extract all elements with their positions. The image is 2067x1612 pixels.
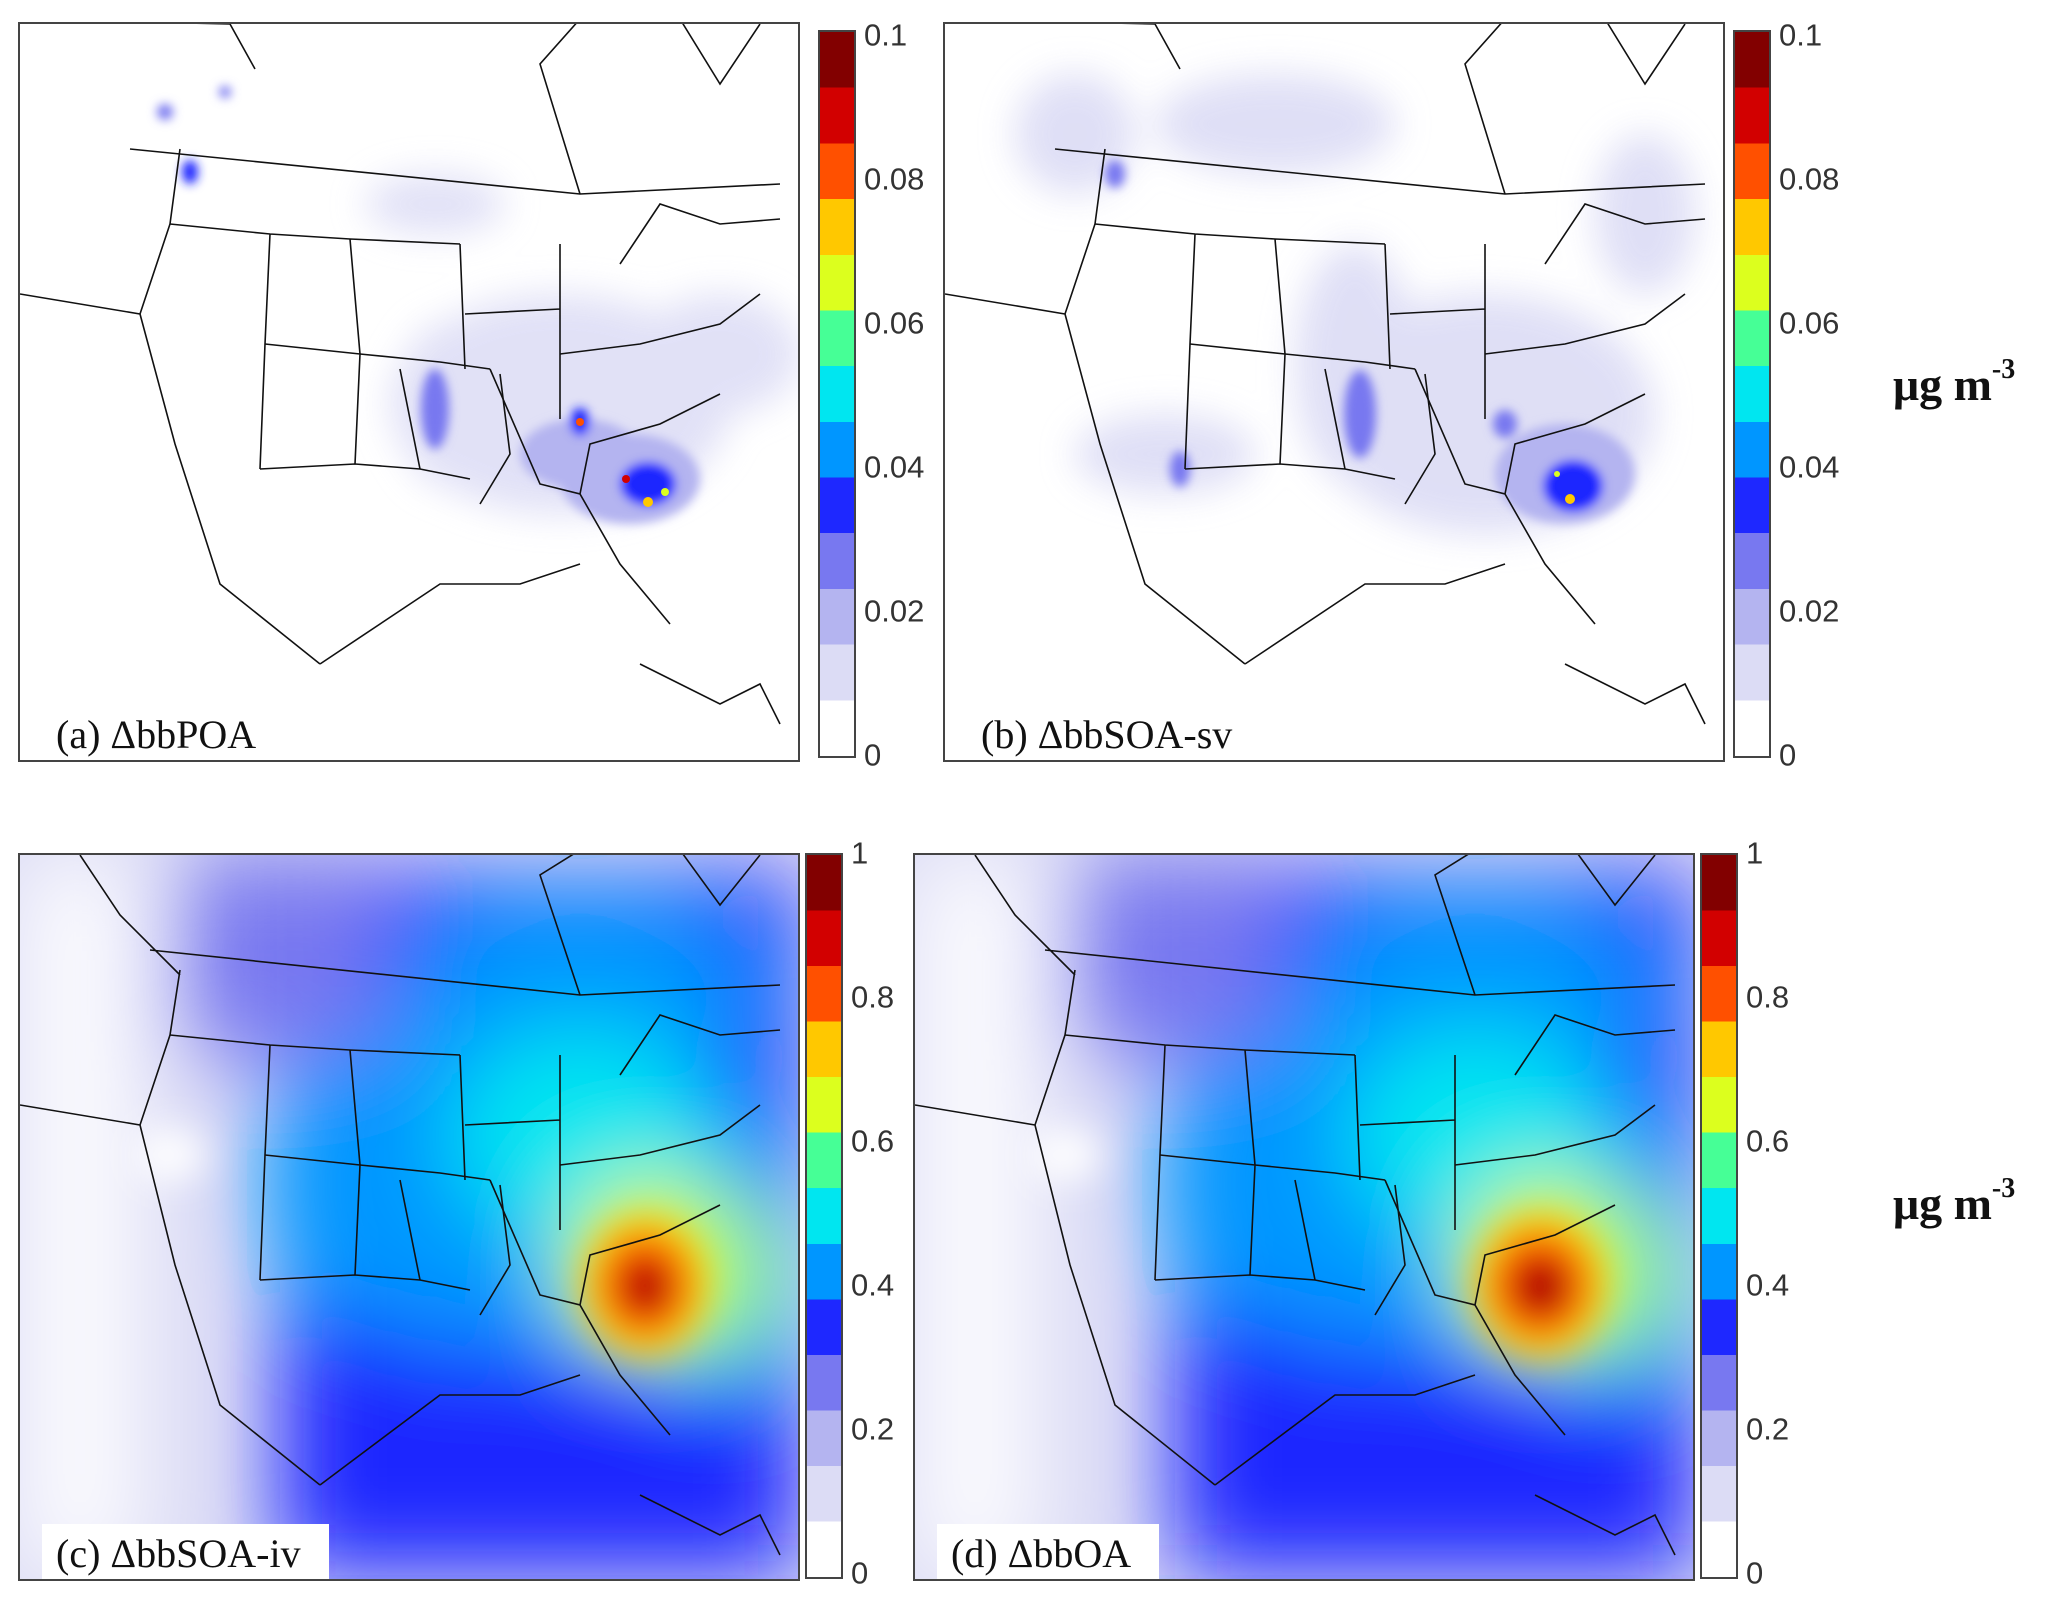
map-panel-a: (a) ΔbbPOA — [18, 22, 800, 762]
map-panel-c: (c) ΔbbSOA-iv — [18, 853, 800, 1581]
colorbar-d — [1700, 853, 1738, 1579]
colorbar-tick: 0.04 — [1779, 449, 1840, 485]
units-label-bottom: μg m-3 — [1893, 1173, 2015, 1230]
concentration-map-a — [20, 24, 798, 725]
panel-label-b: (b) ΔbbSOA-sv — [967, 705, 1247, 760]
colorbar-tick: 0.08 — [864, 161, 925, 197]
colorbar-tick: 0 — [1779, 737, 1797, 773]
state-borders-c — [20, 855, 781, 1556]
panel-label-d: (d) ΔbbOA — [937, 1524, 1160, 1579]
colorbar-tick: 0.06 — [864, 305, 925, 341]
colorbar-tick: 0.2 — [851, 1411, 895, 1447]
colorbar-b — [1733, 30, 1771, 758]
units-exponent: -3 — [1991, 353, 2016, 385]
colorbar-tick: 1 — [851, 835, 869, 871]
units-base: μg m — [1893, 359, 1992, 410]
colorbar-tick: 0.4 — [1746, 1267, 1790, 1303]
units-label-top: μg m-3 — [1893, 354, 2015, 411]
colorbar-tick: 0.06 — [1779, 305, 1840, 341]
colorbar-tick: 1 — [1746, 835, 1764, 871]
state-borders-d — [915, 855, 1676, 1556]
colorbar-tick: 0.04 — [864, 449, 925, 485]
colorbar-tick: 0.8 — [851, 979, 895, 1015]
colorbar-tick: 0.02 — [864, 593, 925, 629]
concentration-map-b — [945, 24, 1706, 725]
concentration-map-d — [915, 855, 1693, 1579]
panel-label-a: (a) ΔbbPOA — [42, 705, 271, 760]
colorbar-tick: 0.2 — [1746, 1411, 1790, 1447]
state-borders-b — [945, 24, 1706, 725]
units-base: μg m — [1893, 1178, 1992, 1229]
colorbar-a — [818, 30, 856, 758]
colorbar-tick: 0.6 — [851, 1123, 895, 1159]
colorbar-tick: 0.1 — [1779, 17, 1823, 53]
colorbar-tick: 0.02 — [1779, 593, 1840, 629]
units-exponent: -3 — [1991, 1172, 2016, 1204]
state-borders-a — [20, 24, 781, 725]
colorbar-tick: 0.1 — [864, 17, 908, 53]
panel-label-c: (c) ΔbbSOA-iv — [42, 1524, 329, 1579]
colorbar-tick: 0 — [851, 1555, 869, 1591]
colorbar-tick: 0.08 — [1779, 161, 1840, 197]
colorbar-c — [805, 853, 843, 1579]
colorbar-tick: 0 — [1746, 1555, 1764, 1591]
colorbar-tick: 0.4 — [851, 1267, 895, 1303]
colorbar-tick: 0.8 — [1746, 979, 1790, 1015]
colorbar-tick: 0 — [864, 737, 882, 773]
map-panel-d: (d) ΔbbOA — [913, 853, 1695, 1581]
concentration-map-c — [20, 855, 798, 1579]
hotspots-a — [576, 418, 669, 507]
hotspots-b — [1554, 471, 1575, 504]
colorbar-tick: 0.6 — [1746, 1123, 1790, 1159]
map-panel-b: (b) ΔbbSOA-sv — [943, 22, 1725, 762]
